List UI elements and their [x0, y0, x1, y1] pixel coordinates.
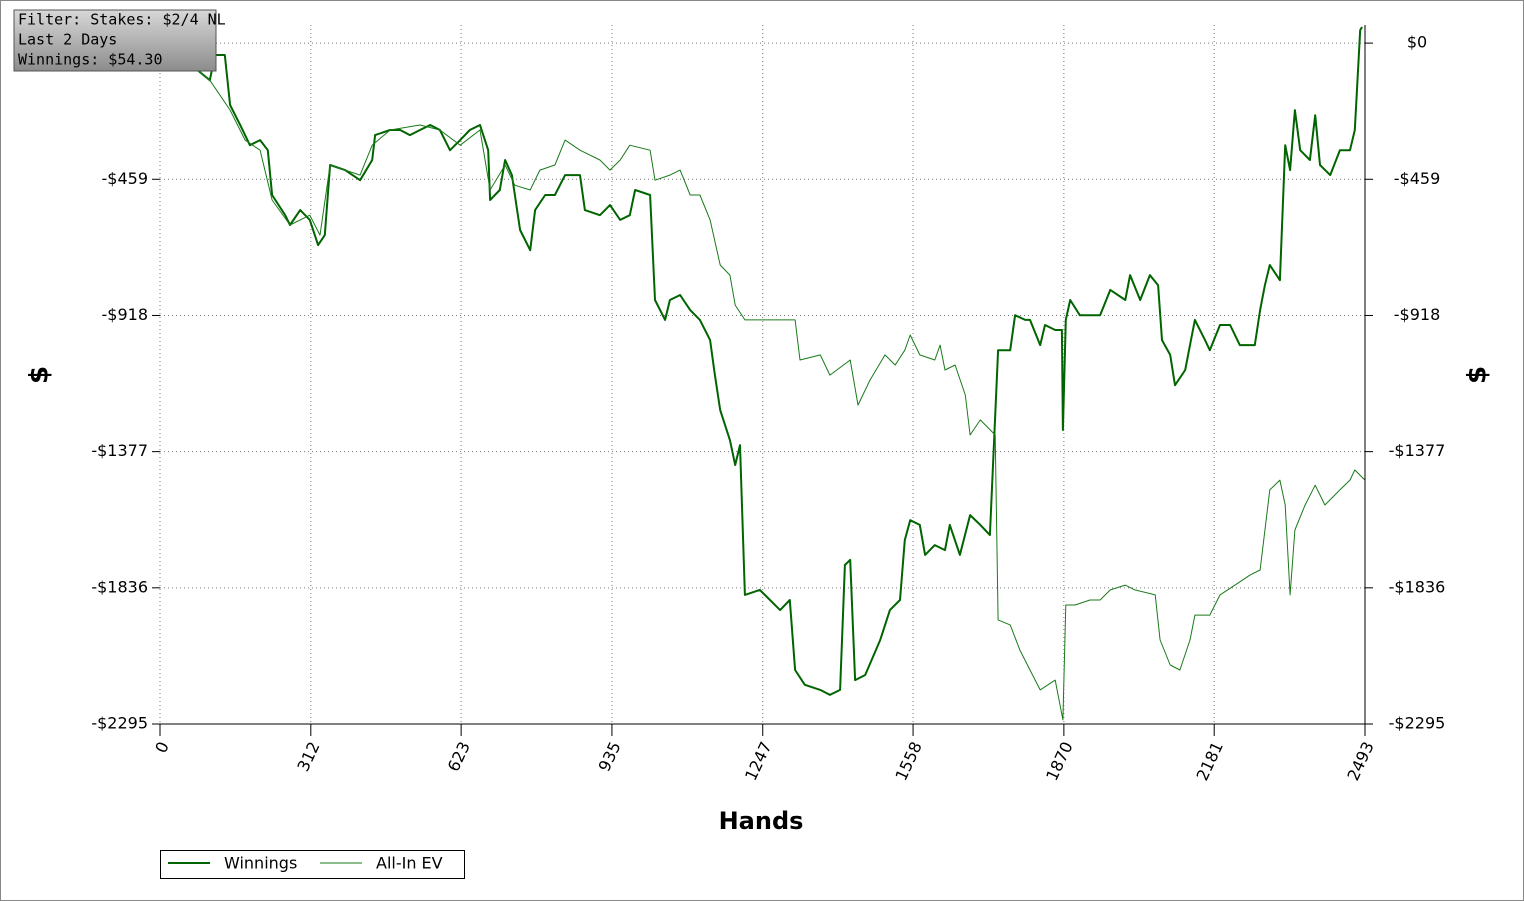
series-line: [159, 26, 1363, 696]
y-tick-label: -$1836: [91, 577, 148, 596]
legend-label: All-In EV: [376, 854, 443, 873]
filter-text: Winnings: $54.30: [18, 51, 163, 69]
filter-text: Filter: Stakes: $2/4 NL: [18, 11, 226, 29]
y2-tick-label: -$459: [1394, 169, 1441, 188]
y2-axis-label: $: [1463, 366, 1493, 384]
filter-text: Last 2 Days: [18, 31, 117, 49]
y2-tick-label: -$918: [1394, 305, 1441, 324]
y2-tick-label: -$1836: [1389, 577, 1446, 596]
x-axis-label: Hands: [719, 807, 804, 835]
y2-tick-label: -$1377: [1389, 441, 1446, 460]
filter-box: [13, 9, 217, 72]
y-tick-label: -$459: [102, 169, 149, 188]
y-tick-label: -$918: [102, 305, 149, 324]
series-line: [159, 44, 1366, 721]
y-tick-label: -$1377: [91, 441, 148, 460]
y-tick-label: -$2295: [91, 714, 148, 733]
y-axis-label: $: [25, 366, 55, 384]
y2-tick-label: $0: [1407, 33, 1427, 52]
legend: [160, 850, 465, 879]
y2-tick-label: -$2295: [1389, 714, 1446, 733]
legend-items: Winnings All-In EV: [168, 854, 443, 873]
legend-label: Winnings: [224, 854, 297, 873]
